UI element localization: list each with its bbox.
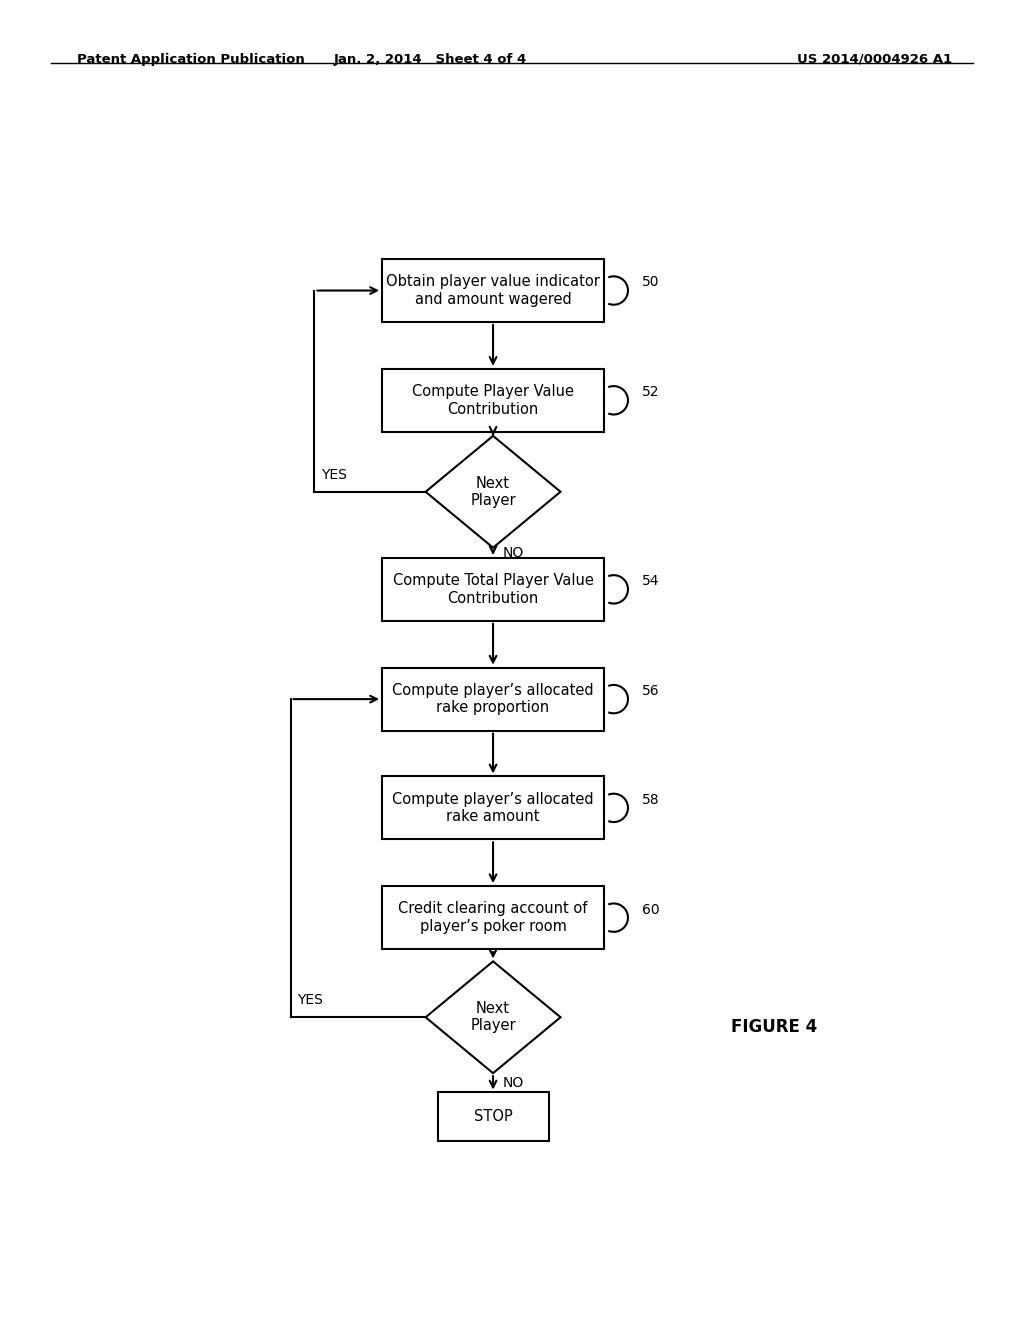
Text: Compute Player Value
Contribution: Compute Player Value Contribution: [412, 384, 574, 417]
Bar: [437, 1093, 549, 1142]
Text: Patent Application Publication: Patent Application Publication: [77, 53, 304, 66]
Bar: [382, 668, 604, 731]
Text: 60: 60: [642, 903, 659, 916]
Text: 52: 52: [642, 385, 659, 399]
Text: YES: YES: [321, 467, 347, 482]
Text: Compute Total Player Value
Contribution: Compute Total Player Value Contribution: [392, 573, 594, 606]
Text: Obtain player value indicator
and amount wagered: Obtain player value indicator and amount…: [386, 275, 600, 306]
Text: 56: 56: [642, 684, 659, 698]
Text: NO: NO: [503, 1076, 524, 1090]
Text: Jan. 2, 2014   Sheet 4 of 4: Jan. 2, 2014 Sheet 4 of 4: [334, 53, 526, 66]
Polygon shape: [426, 961, 560, 1073]
Text: Next
Player: Next Player: [470, 1001, 516, 1034]
Text: 58: 58: [642, 793, 659, 807]
Text: US 2014/0004926 A1: US 2014/0004926 A1: [798, 53, 952, 66]
Text: Next
Player: Next Player: [470, 475, 516, 508]
Text: NO: NO: [503, 545, 524, 560]
Text: Credit clearing account of
player’s poker room: Credit clearing account of player’s poke…: [398, 902, 588, 933]
Bar: [382, 776, 604, 840]
Text: YES: YES: [297, 993, 323, 1007]
Text: FIGURE 4: FIGURE 4: [731, 1019, 817, 1036]
Text: 54: 54: [642, 574, 659, 589]
Text: Compute player’s allocated
rake proportion: Compute player’s allocated rake proporti…: [392, 682, 594, 715]
Bar: [382, 259, 604, 322]
Bar: [382, 558, 604, 620]
Polygon shape: [426, 436, 560, 548]
Text: Compute player’s allocated
rake amount: Compute player’s allocated rake amount: [392, 792, 594, 824]
Text: 50: 50: [642, 276, 659, 289]
Text: STOP: STOP: [474, 1109, 512, 1125]
Bar: [382, 368, 604, 432]
Bar: [382, 886, 604, 949]
